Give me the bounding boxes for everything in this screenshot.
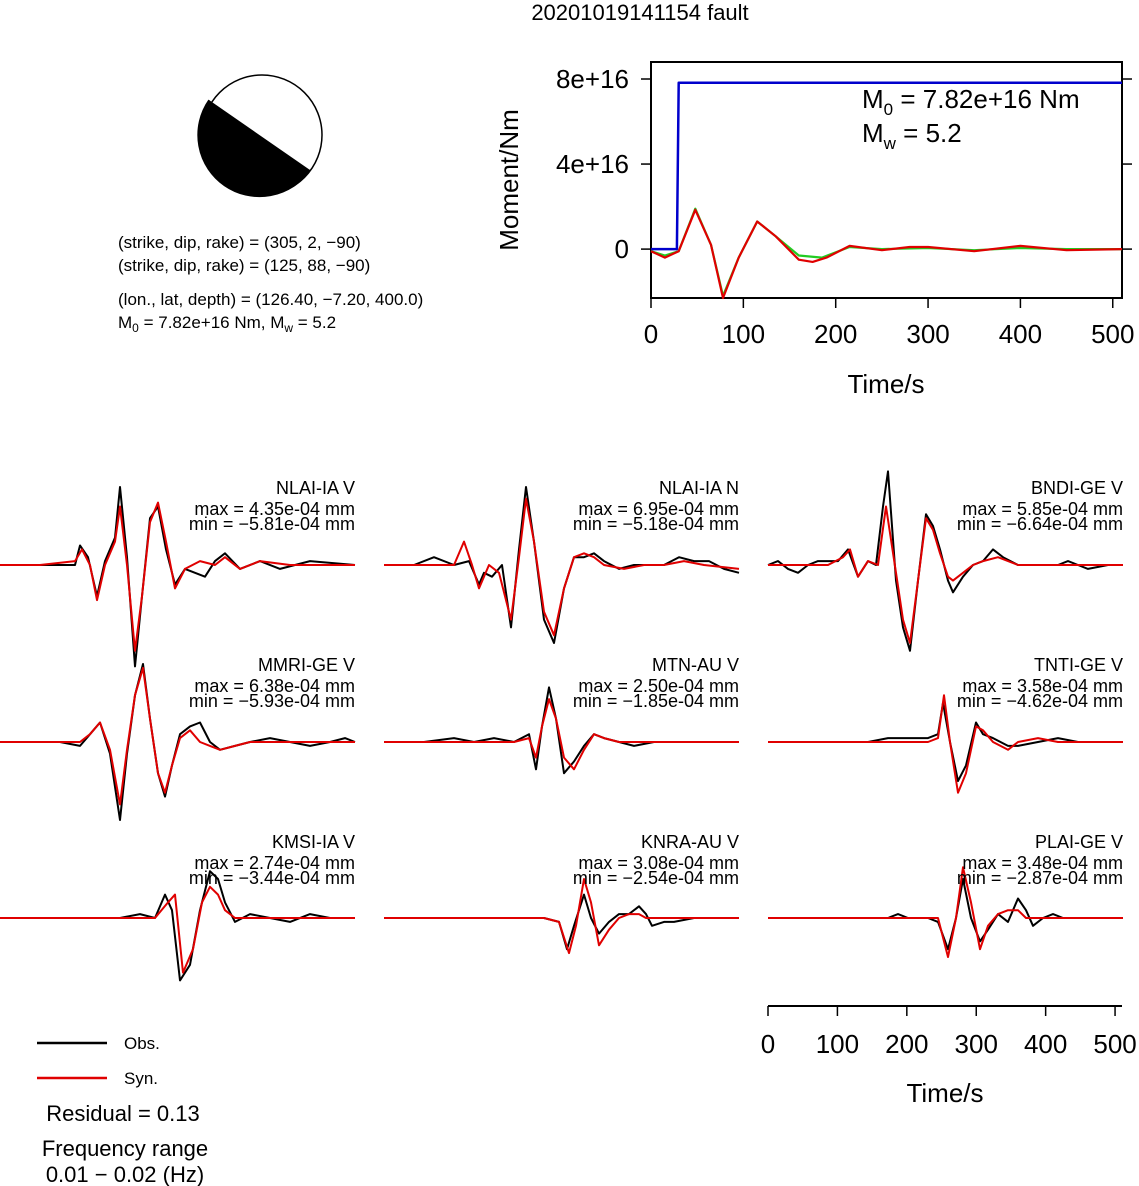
station-max: max = 2.50e-04 mm [578, 676, 739, 696]
residual-text: Residual = 0.13 [46, 1101, 200, 1126]
station-max: max = 3.08e-04 mm [578, 853, 739, 873]
observed-waveform [384, 893, 739, 951]
synthetic-waveform [384, 878, 739, 955]
moment-ytick-label: 4e+16 [556, 149, 629, 179]
focal-mechanism-line-1: (strike, dip, rake) = (305, 2, −90) [118, 233, 361, 252]
station-name: PLAI-GE V [1035, 832, 1123, 852]
station-name: NLAI-IA N [659, 478, 739, 498]
moment-xtick-label: 400 [999, 319, 1042, 349]
synthetic-waveform [0, 666, 355, 806]
observed-waveform [768, 878, 1123, 951]
moment-ytick-label: 0 [615, 234, 629, 264]
station-min: min = −2.54e-04 mm [573, 868, 739, 888]
station-name: TNTI-GE V [1034, 655, 1123, 675]
moment-xtick-label: 300 [906, 319, 949, 349]
legend-obs-label: Obs. [124, 1034, 160, 1053]
station-name: MMRI-GE V [258, 655, 355, 675]
synthetic-waveform [768, 866, 1123, 958]
beachball-diagram [197, 74, 323, 198]
frequency-range: 0.01 − 0.02 (Hz) [46, 1162, 204, 1186]
synthetic-waveform [0, 501, 355, 652]
figure-title: 20201019141154 fault [531, 0, 748, 25]
station-min: min = −1.85e-04 mm [573, 691, 739, 711]
station-max: max = 3.58e-04 mm [962, 676, 1123, 696]
moment-ytick-label: 8e+16 [556, 64, 629, 94]
moment-xtick-label: 200 [814, 319, 857, 349]
beachball-compressional-quadrant [198, 100, 310, 197]
legend: Obs. Syn. [37, 1034, 160, 1088]
station-name: NLAI-IA V [276, 478, 355, 498]
station-max: max = 2.74e-04 mm [194, 853, 355, 873]
moment-ylabel: Moment/Nm [494, 109, 524, 251]
station-max: max = 6.95e-04 mm [578, 499, 739, 519]
station-name: BNDI-GE V [1031, 478, 1123, 498]
station-min: min = −4.62e-04 mm [957, 691, 1123, 711]
station-min: min = −5.81e-04 mm [189, 514, 355, 534]
synthetic-waveform [384, 698, 739, 771]
moment-red-trace [650, 208, 1123, 300]
moment-xtick-label: 0 [644, 319, 658, 349]
time-axis-tick-label: 0 [761, 1029, 775, 1059]
station-name: KNRA-AU V [641, 832, 739, 852]
moment-annotation-m0: M0 = 7.82e+16 Nm [862, 84, 1080, 119]
focal-mechanism-line-2: (strike, dip, rake) = (125, 88, −90) [118, 256, 370, 275]
station-min: min = −5.18e-04 mm [573, 514, 739, 534]
moment-xtick-label: 100 [722, 319, 765, 349]
moment-step-line [651, 81, 1122, 251]
time-axis-tick-label: 300 [955, 1029, 998, 1059]
hypocenter-line: (lon., lat, depth) = (126.40, −7.20, 400… [118, 290, 423, 309]
moment-xtick-label: 500 [1091, 319, 1134, 349]
synthetic-waveform [768, 505, 1123, 644]
station-max: max = 5.85e-04 mm [962, 499, 1123, 519]
time-axis-tick-label: 400 [1024, 1029, 1067, 1059]
station-min: min = −5.93e-04 mm [189, 691, 355, 711]
time-axis-label: Time/s [906, 1078, 983, 1108]
station-min: min = −6.64e-04 mm [957, 514, 1123, 534]
moment-annotation-mw: Mw = 5.2 [862, 118, 962, 153]
station-max: max = 4.35e-04 mm [194, 499, 355, 519]
station-name: MTN-AU V [652, 655, 739, 675]
station-min: min = −3.44e-04 mm [189, 868, 355, 888]
moment-plot-frame [650, 61, 1123, 299]
time-axis: 0 100 200 300 400 500 [761, 1005, 1137, 1059]
station-max: max = 3.48e-04 mm [962, 853, 1123, 873]
station-max: max = 6.38e-04 mm [194, 676, 355, 696]
time-axis-tick-label: 100 [816, 1029, 859, 1059]
synthetic-waveform [0, 885, 355, 974]
moment-xlabel: Time/s [847, 369, 924, 399]
moment-plot: 0 4e+16 8e+16 0 100 200 300 400 500 Moment/Nm Ti… [494, 61, 1134, 399]
moment-green-trace [650, 207, 1122, 297]
station-name: KMSI-IA V [272, 832, 355, 852]
legend-syn-label: Syn. [124, 1069, 158, 1088]
frequency-title: Frequency range [42, 1136, 208, 1161]
time-axis-tick-label: 500 [1093, 1029, 1136, 1059]
synthetic-waveform [768, 694, 1123, 794]
station-min: min = −2.87e-04 mm [957, 868, 1123, 888]
time-axis-tick-label: 200 [885, 1029, 928, 1059]
synthetic-waveform [384, 497, 740, 637]
moment-summary-line: M0 = 7.82e+16 Nm, Mw = 5.2 [118, 313, 336, 335]
